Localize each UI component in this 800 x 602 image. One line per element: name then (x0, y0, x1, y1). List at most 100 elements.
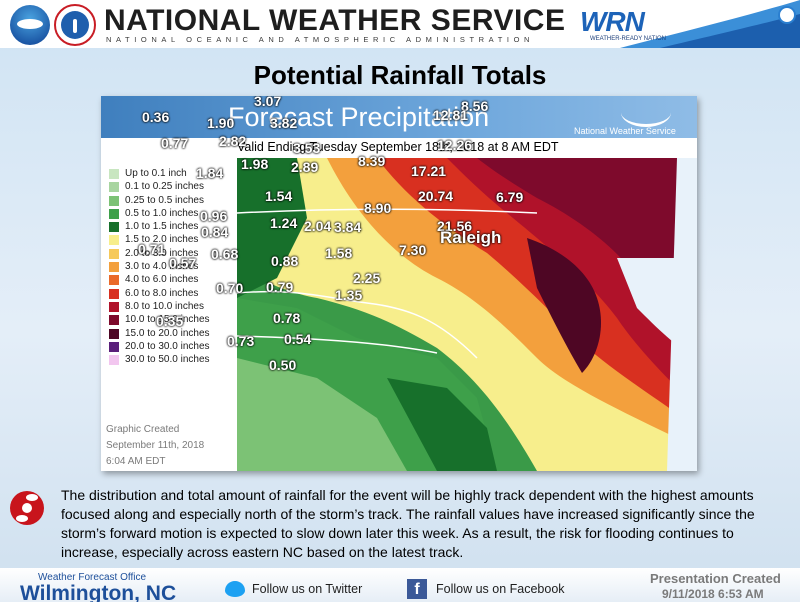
rainfall-total-label: 8.39 (358, 153, 386, 169)
rainfall-total-label: 6.79 (496, 189, 524, 205)
rainfall-total-label: 2.82 (219, 133, 247, 149)
wrn-logo-subtext: WEATHER-READY NATION (590, 36, 667, 42)
rainfall-total-label: 2.89 (291, 159, 319, 175)
rainfall-total-label: 1.90 (207, 115, 235, 131)
rainfall-total-label: 3.82 (270, 115, 298, 131)
header-swoosh (620, 0, 800, 48)
rainfall-total-label: 0.36 (142, 109, 170, 125)
legend-label: 10.0 to 15.0 inches (125, 314, 210, 326)
rainfall-total-label: 1.98 (241, 156, 269, 172)
legend-label: 6.0 to 8.0 inches (125, 287, 199, 299)
presentation-created-label: Presentation Created (650, 571, 781, 586)
rainfall-total-label: 0.77 (161, 135, 189, 151)
legend-swatch (109, 301, 119, 312)
legend-label: 4.0 to 6.0 inches (125, 274, 199, 286)
office-label: Weather Forecast Office (38, 572, 147, 583)
legend-label: 8.0 to 10.0 inches (125, 300, 204, 312)
legend-swatch (109, 341, 119, 352)
legend-label: 2.0 to 3.0 inches (125, 247, 199, 259)
header-title: NATIONAL WEATHER SERVICE (104, 4, 566, 37)
legend-label: 1.5 to 2.0 inches (125, 234, 199, 246)
weather-ready-nation-logo: WRN WEATHER-READY NATION (580, 6, 676, 44)
map-banner: Forecast Precipitation National Weather … (101, 96, 697, 138)
graphic-created-time: 6:04 AM EDT (106, 456, 166, 467)
legend-label: 3.0 to 4.0 inches (125, 261, 199, 273)
rainfall-total-label: 0.71 (138, 241, 166, 257)
rainfall-total-label: 3.07 (254, 96, 282, 109)
rainfall-total-label: 8.90 (364, 200, 392, 216)
rainfall-total-label: 0.78 (273, 310, 301, 326)
legend-swatch (109, 275, 119, 286)
legend-swatch (109, 222, 119, 233)
legend-label: 0.1 to 0.25 inches (125, 181, 204, 193)
rainfall-total-label: 7.30 (399, 242, 427, 258)
twitter-icon[interactable] (225, 581, 245, 597)
rainfall-description: The distribution and total amount of rai… (61, 487, 755, 560)
presentation-created-date: 9/11/2018 6:53 AM (662, 587, 764, 601)
rainfall-total-label: 20.74 (418, 188, 454, 204)
rainfall-total-label: 1.54 (265, 188, 293, 204)
rainfall-total-label: 0.79 (266, 279, 294, 295)
hurricane-icon (10, 491, 44, 525)
header-subtitle: NATIONAL OCEANIC AND ATMOSPHERIC ADMINIS… (106, 35, 535, 44)
legend-label: 0.25 to 0.5 inches (125, 194, 204, 206)
rainfall-total-label: 0.88 (271, 253, 299, 269)
rainfall-total-label: 1.58 (325, 245, 353, 261)
rainfall-total-label: 0.50 (269, 357, 297, 373)
rainfall-total-label: 0.73 (227, 333, 255, 349)
twitter-link[interactable]: Follow us on Twitter (252, 582, 363, 596)
graphic-created: Graphic Created September 11th, 2018 6:0… (106, 422, 204, 470)
office-name: Wilmington, NC (20, 582, 177, 602)
rainfall-total-label: 1.35 (335, 287, 363, 303)
valid-time: Valid Ending Tuesday September 18th, 201… (237, 140, 559, 154)
footer-bar (0, 568, 800, 602)
graphic-created-label: Graphic Created (106, 424, 180, 435)
rainfall-total-label: 0.68 (211, 246, 239, 262)
legend-swatch (109, 315, 119, 326)
rainfall-total-label: 0.57 (169, 255, 197, 271)
raleigh-city-label: Raleigh (440, 228, 502, 247)
map-banner-org: National Weather Service (574, 126, 676, 136)
legend-swatch (109, 169, 119, 179)
noaa-logo-icon (10, 5, 50, 45)
rainfall-map-image (237, 158, 697, 471)
rainfall-total-label: 0.96 (200, 208, 228, 224)
graphic-created-date: September 11th, 2018 (106, 440, 205, 451)
legend-swatch (109, 262, 119, 273)
legend-swatch (109, 288, 119, 299)
slide-title: Potential Rainfall Totals (253, 60, 547, 90)
legend-swatch (109, 235, 119, 246)
legend-label: 30.0 to 50.0 inches (125, 354, 210, 366)
rainfall-total-label: 0.35 (156, 313, 184, 329)
facebook-icon[interactable]: f (407, 579, 427, 599)
legend-label: 0.5 to 1.0 inches (125, 207, 199, 219)
rainfall-total-label: 8.56 (461, 98, 489, 114)
legend-swatch (109, 355, 119, 366)
rainfall-total-label: 1.24 (270, 215, 298, 231)
rainfall-total-label: 12.26 (437, 137, 473, 153)
corner-logo-icon (778, 6, 796, 24)
map-banner-title: Forecast Precipitation (228, 102, 490, 132)
nws-logo-icon (54, 4, 96, 46)
rainfall-total-label: 3.53 (293, 140, 321, 156)
legend-swatch (109, 195, 119, 206)
rainfall-total-label: 21.56 (437, 218, 473, 234)
rainfall-total-label: 12.81 (433, 107, 469, 123)
legend-label: 15.0 to 20.0 inches (125, 327, 210, 339)
rainfall-total-label: 0.70 (216, 280, 244, 296)
nws-swoosh-icon (621, 98, 671, 127)
rainfall-total-label: 17.21 (411, 163, 447, 179)
header-bar: NATIONAL WEATHER SERVICE NATIONAL OCEANI… (0, 0, 800, 48)
rainfall-total-label: 0.84 (201, 224, 229, 240)
legend-swatch (109, 328, 119, 339)
rainfall-total-label: 1.84 (196, 165, 224, 181)
legend-swatch (109, 182, 119, 193)
rainfall-total-label: 0.54 (284, 331, 312, 347)
facebook-link[interactable]: Follow us on Facebook (436, 582, 565, 596)
legend-label: 1.0 to 1.5 inches (125, 221, 199, 233)
legend-label: Up to 0.1 inch (125, 168, 187, 179)
legend-label: 20.0 to 30.0 inches (125, 340, 210, 352)
precipitation-map: Forecast Precipitation National Weather … (101, 96, 697, 471)
rainfall-total-label: 2.04 (304, 218, 332, 234)
